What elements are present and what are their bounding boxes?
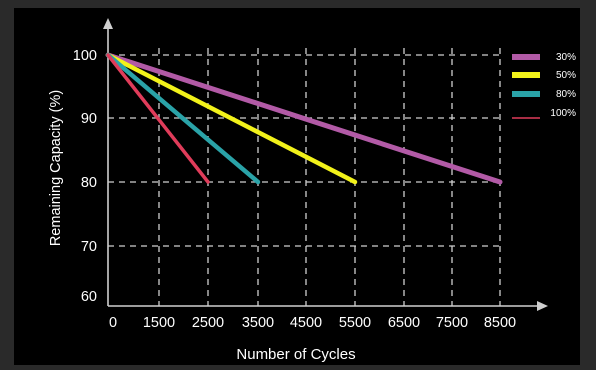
x-tick-label-0: 0 [109, 315, 117, 331]
legend-label-100pct: 100% [550, 108, 576, 119]
x-axis-arrow [537, 301, 548, 311]
y-tick-label-60: 60 [81, 289, 97, 305]
legend-swatch-30pct [512, 54, 540, 60]
chart-background [14, 8, 580, 365]
x-tick-label-6500: 6500 [388, 315, 420, 331]
x-tick-label-4500: 4500 [290, 315, 322, 331]
legend: 30% 50% 80% 100% [512, 52, 576, 119]
x-tick-label-7500: 7500 [436, 315, 468, 331]
grid-lines [108, 48, 501, 306]
y-axis-label: Remaining Capacity (%) [48, 90, 64, 246]
series-line-50pct [105, 52, 358, 185]
tick-labels: 0 1500 2500 3500 4500 5500 6500 7500 8500 60 70 80 9… [73, 48, 516, 331]
series-line-80pct [105, 52, 261, 185]
x-tick-label-8500: 8500 [484, 315, 516, 331]
x-tick-label-5500: 5500 [339, 315, 371, 331]
y-tick-label-100: 100 [73, 48, 97, 64]
legend-label-30pct: 30% [556, 52, 576, 63]
y-axis-arrow [103, 18, 113, 29]
legend-swatch-50pct [512, 72, 540, 78]
x-tick-label-3500: 3500 [242, 315, 274, 331]
y-tick-label-80: 80 [81, 175, 97, 191]
y-tick-label-70: 70 [81, 239, 97, 255]
legend-label-50pct: 50% [556, 70, 576, 81]
axes [103, 18, 548, 311]
series-line-100pct [106, 53, 210, 184]
x-axis-label: Number of Cycles [236, 346, 355, 363]
series-line-30pct [105, 52, 503, 185]
x-tick-label-1500: 1500 [143, 315, 175, 331]
legend-label-80pct: 80% [556, 89, 576, 100]
y-tick-label-90: 90 [81, 111, 97, 127]
x-tick-label-2500: 2500 [192, 315, 224, 331]
data-series [105, 52, 503, 185]
legend-swatch-80pct [512, 91, 540, 97]
